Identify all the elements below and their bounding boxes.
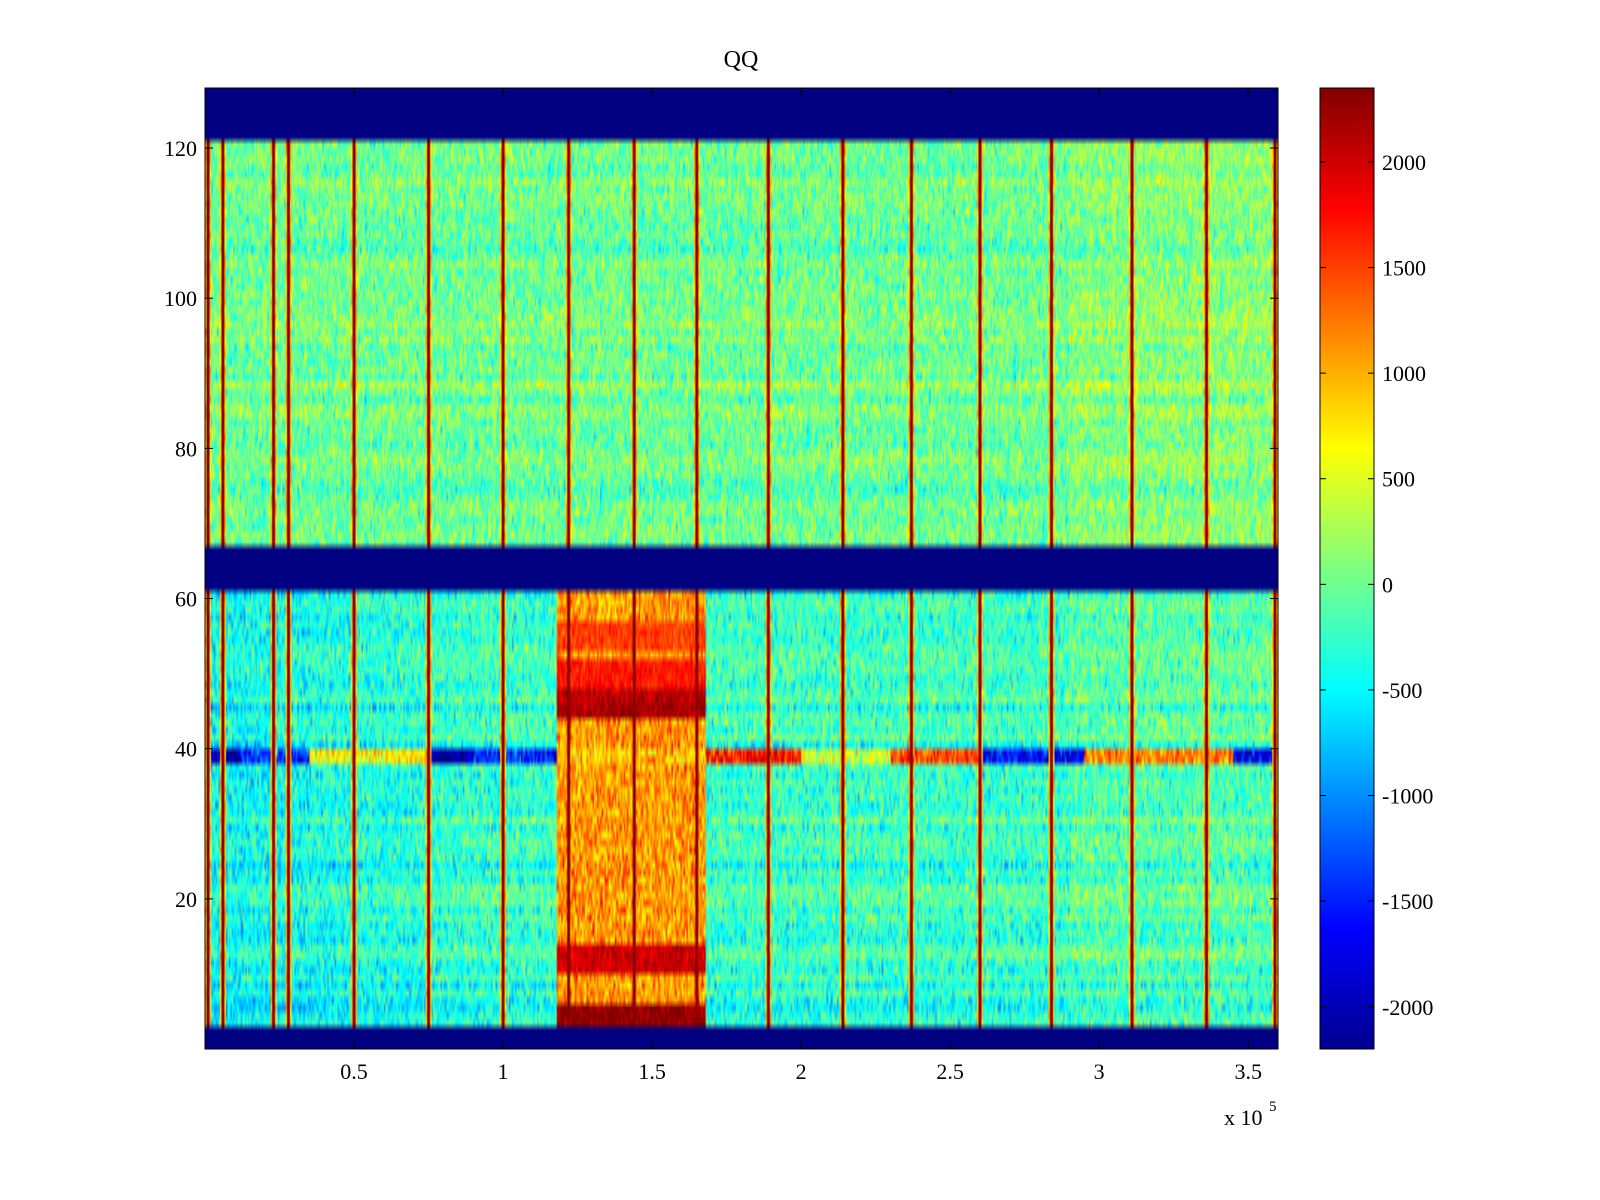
- y-tick-label: 80: [175, 436, 197, 461]
- x-tick-label: 0.5: [340, 1059, 368, 1084]
- x-tick-label: 3.5: [1234, 1059, 1262, 1084]
- plot-area: 0.5 1 1.5 2 2.5 3 3.5 20 40 60 80 100 120: [164, 87, 1279, 1084]
- y-tick-label: 40: [175, 737, 197, 762]
- colorbar: 2000 1500 1000 500 0 -500 -1000 -1500 -2000: [1319, 87, 1433, 1050]
- x-tick-label: 3: [1094, 1059, 1105, 1084]
- y-axis-ticks: 20 40 60 80 100 120: [164, 136, 1278, 912]
- y-tick-label: 120: [164, 136, 197, 161]
- colorbar-tick-label: -1500: [1382, 889, 1433, 914]
- colorbar-tick-label: 1500: [1382, 256, 1426, 281]
- plot-frame: [204, 87, 1279, 1050]
- heatmap-image: [205, 88, 1278, 1049]
- x-multiplier-exponent: 5: [1269, 1099, 1277, 1115]
- colorbar-tick-label: 0: [1382, 572, 1393, 597]
- colorbar-tick-label: 1000: [1382, 361, 1426, 386]
- x-axis-ticks: 0.5 1 1.5 2 2.5 3 3.5: [340, 88, 1262, 1084]
- colorbar-tick-label: 2000: [1382, 150, 1426, 175]
- x-tick-label: 2.5: [936, 1059, 964, 1084]
- x-multiplier-base: x 10: [1224, 1105, 1263, 1130]
- x-tick-label: 1.5: [638, 1059, 666, 1084]
- colorbar-tick-label: -1000: [1382, 784, 1433, 809]
- y-tick-label: 20: [175, 887, 197, 912]
- colorbar-tick-label: 500: [1382, 467, 1415, 492]
- y-tick-label: 100: [164, 286, 197, 311]
- y-tick-label: 60: [175, 587, 197, 612]
- colorbar-tick-label: -2000: [1382, 995, 1433, 1020]
- x-tick-label: 2: [796, 1059, 807, 1084]
- colorbar-ticks: 2000 1500 1000 500 0 -500 -1000 -1500 -2000: [1320, 150, 1433, 1020]
- colorbar-tick-label: -500: [1382, 678, 1422, 703]
- chart-title: QQ: [724, 47, 759, 73]
- x-multiplier: x 10 5: [1224, 1099, 1277, 1130]
- colorbar-gradient: [1319, 87, 1375, 1050]
- x-tick-label: 1: [498, 1059, 509, 1084]
